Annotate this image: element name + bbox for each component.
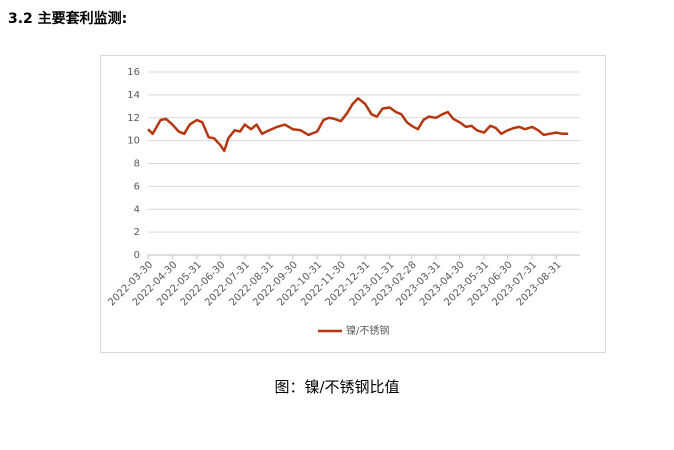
y-tick-label: 12 bbox=[127, 113, 140, 124]
section-title: 3.2 主要套利监测: bbox=[8, 11, 128, 27]
chart-frame bbox=[100, 55, 606, 353]
y-tick-label: 4 bbox=[134, 204, 140, 215]
y-tick-label: 0 bbox=[134, 250, 140, 261]
y-tick-label: 6 bbox=[134, 181, 140, 192]
data-line bbox=[147, 97, 569, 153]
y-tick-label: 10 bbox=[127, 136, 140, 147]
caption: 图：镍/不锈钢比值 bbox=[274, 378, 400, 396]
chart: 02468101214162022-03-302022-04-302022-05… bbox=[100, 55, 606, 353]
y-tick-label: 16 bbox=[127, 67, 140, 78]
y-tick-label: 8 bbox=[134, 159, 140, 170]
y-tick-label: 2 bbox=[134, 227, 140, 238]
legend-label: 镍/不锈钢 bbox=[346, 324, 389, 337]
y-tick-label: 14 bbox=[127, 90, 140, 101]
